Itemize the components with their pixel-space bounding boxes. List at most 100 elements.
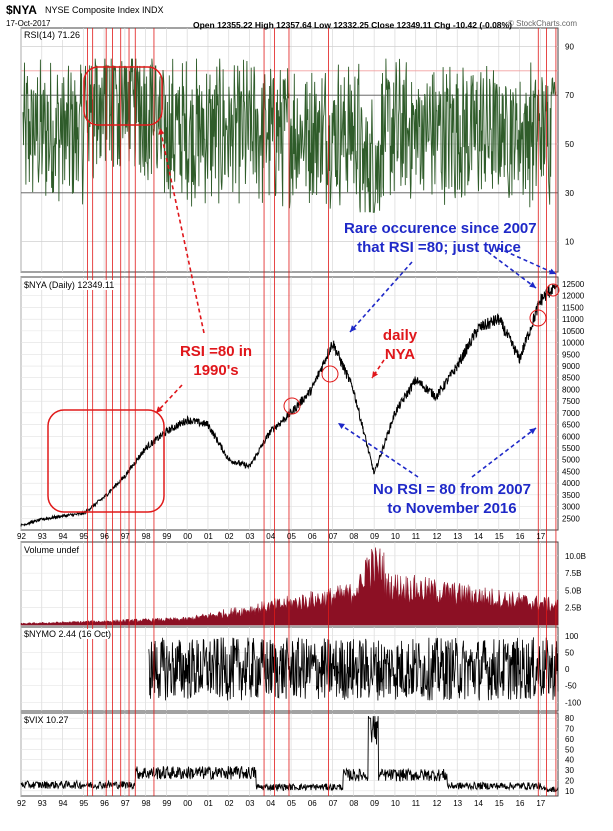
price-tick-4500: 4500 [562, 467, 580, 476]
x-label-bottom-15: 15 [495, 799, 504, 808]
price-tick-4000: 4000 [562, 479, 580, 488]
price-tick-9000: 9000 [562, 362, 580, 371]
arrow-rare-price-shaft [349, 261, 413, 333]
vix-tick-50: 50 [565, 745, 574, 754]
x-label-mid-01: 01 [204, 532, 213, 541]
volume-tick-5.0B: 5.0B [565, 586, 581, 595]
x-label-bottom-01: 01 [204, 799, 213, 808]
x-label-mid-04: 04 [266, 532, 275, 541]
x-label-bottom-17: 17 [536, 799, 545, 808]
x-label-bottom-96: 96 [100, 799, 109, 808]
price-panel-label: $NYA (Daily) 12349.11 [24, 280, 115, 290]
index-name: NYSE Composite Index INDX [45, 5, 164, 15]
rsi-1990s-highlight [83, 66, 163, 126]
x-label-mid-16: 16 [516, 532, 525, 541]
arrow-no-rsi-left-shaft [337, 422, 419, 478]
x-label-bottom-93: 93 [38, 799, 47, 808]
rsi-tick-10: 10 [565, 238, 574, 247]
nymo-line [148, 637, 559, 701]
vix-tick-10: 10 [565, 787, 574, 796]
x-label-mid-05: 05 [287, 532, 296, 541]
vix-tick-70: 70 [565, 725, 574, 734]
rsi-line [22, 58, 557, 213]
annotation-daily-nya-line2: NYA [384, 346, 416, 363]
arrow-daily-nya-shaft [371, 359, 385, 379]
x-label-mid-96: 96 [100, 532, 109, 541]
x-label-bottom-00: 00 [183, 799, 192, 808]
price-highlight-circle-1 [283, 397, 301, 415]
x-label-mid-03: 03 [246, 532, 255, 541]
watermark: © StockCharts.com [508, 19, 578, 28]
x-label-bottom-11: 11 [412, 799, 421, 808]
annotation-daily-nya: daily NYA [370, 326, 430, 364]
x-label-mid-94: 94 [59, 532, 68, 541]
price-tick-10500: 10500 [562, 327, 585, 336]
x-label-mid-15: 15 [495, 532, 504, 541]
x-label-bottom-16: 16 [516, 799, 525, 808]
price-tick-9500: 9500 [562, 350, 580, 359]
x-label-bottom-95: 95 [79, 799, 88, 808]
price-tick-2500: 2500 [562, 514, 580, 523]
rsi-tick-50: 50 [565, 140, 574, 149]
x-label-bottom-12: 12 [432, 799, 441, 808]
arrow-rare-price-head [350, 325, 357, 332]
volume-tick-10.0B: 10.0B [565, 552, 586, 561]
annotation-no-rsi: No RSI = 80 from 2007 to November 2016 [352, 480, 552, 518]
x-label-mid-99: 99 [162, 532, 171, 541]
vix-tick-80: 80 [565, 714, 574, 723]
vix-tick-20: 20 [565, 776, 574, 785]
arrow-price-box-head [156, 406, 163, 413]
arrow-daily-nya-head [372, 371, 379, 378]
x-label-bottom-92: 92 [17, 799, 26, 808]
x-label-mid-17: 17 [536, 532, 545, 541]
x-label-bottom-08: 08 [349, 799, 358, 808]
x-label-mid-11: 11 [412, 532, 421, 541]
price-tick-6000: 6000 [562, 432, 580, 441]
arrow-rare-circle-head [529, 281, 536, 288]
nymo-panel-label: $NYMO 2.44 (16 Oct) [24, 629, 112, 639]
volume-panel-label: Volume undef [24, 545, 80, 555]
nymo-tick--100: -100 [565, 698, 582, 707]
price-tick-3000: 3000 [562, 503, 580, 512]
price-tick-8500: 8500 [562, 374, 580, 383]
x-label-bottom-03: 03 [246, 799, 255, 808]
annotation-rsi-1990s-line1: RSI =80 in [179, 343, 253, 360]
nymo-tick-100: 100 [565, 632, 579, 641]
annotation-rare-line2: that RSI =80; just twice [357, 239, 521, 256]
x-label-mid-92: 92 [17, 532, 26, 541]
x-label-mid-13: 13 [453, 532, 462, 541]
x-label-mid-14: 14 [474, 532, 483, 541]
arrow-rare-rsi-shaft [497, 247, 557, 275]
arrow-rare-rsi-head [549, 268, 556, 275]
x-label-bottom-14: 14 [474, 799, 483, 808]
price-tick-8000: 8000 [562, 385, 580, 394]
price-tick-10000: 10000 [562, 339, 585, 348]
x-label-mid-93: 93 [38, 532, 47, 541]
x-label-mid-95: 95 [79, 532, 88, 541]
annotation-rare-line1: Rare occurence since 2007 [344, 220, 537, 237]
annotation-rare-occurence: Rare occurence since 2007 that RSI =80; … [344, 219, 537, 257]
arrow-no-rsi-left-head [338, 423, 345, 430]
annotation-daily-nya-line1: daily [382, 327, 418, 344]
price-highlight-circle-4 [546, 283, 560, 297]
x-label-mid-10: 10 [391, 532, 400, 541]
nymo-tick-50: 50 [565, 648, 574, 657]
x-label-bottom-94: 94 [59, 799, 68, 808]
vix-tick-40: 40 [565, 756, 574, 765]
x-label-mid-12: 12 [432, 532, 441, 541]
rsi-tick-90: 90 [565, 42, 574, 51]
price-tick-7500: 7500 [562, 397, 580, 406]
x-label-mid-08: 08 [349, 532, 358, 541]
price-tick-5000: 5000 [562, 456, 580, 465]
x-label-bottom-07: 07 [329, 799, 338, 808]
x-label-mid-97: 97 [121, 532, 130, 541]
vix-panel-label: $VIX 10.27 [24, 715, 69, 725]
x-label-bottom-99: 99 [162, 799, 171, 808]
arrow-price-box-shaft [155, 384, 183, 414]
x-label-mid-00: 00 [183, 532, 192, 541]
price-tick-3500: 3500 [562, 491, 580, 500]
price-line [20, 284, 558, 527]
panel-frame-vix [20, 712, 559, 797]
